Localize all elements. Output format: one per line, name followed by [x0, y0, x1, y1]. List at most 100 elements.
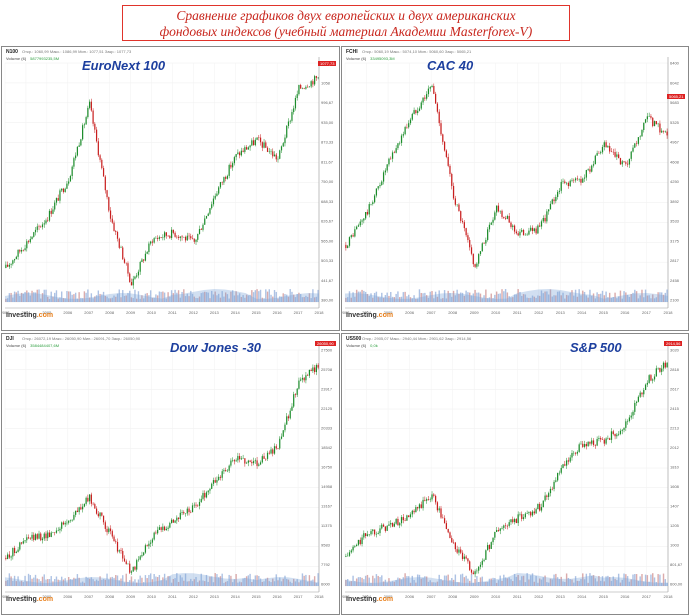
y-tick-label: 1058 — [321, 80, 331, 85]
volume-bar — [388, 578, 390, 586]
volume-bar — [167, 576, 169, 586]
candle-body — [111, 218, 113, 223]
candle-body — [650, 116, 652, 118]
candle-body — [565, 460, 568, 466]
volume-bar — [294, 581, 297, 586]
volume-bar — [402, 292, 405, 302]
volume-bar — [506, 292, 509, 302]
volume-bar — [57, 298, 59, 302]
x-tick-label: 2003 — [342, 310, 350, 315]
candle-body — [635, 143, 638, 144]
candle-body — [434, 495, 437, 503]
volume-bar — [118, 289, 120, 302]
volume-bar — [251, 582, 253, 586]
y-tick-label: 996,67 — [321, 100, 334, 105]
volume-bar — [24, 291, 26, 302]
candle-body — [123, 259, 126, 263]
volume-bar — [197, 582, 199, 586]
candle-body — [214, 195, 216, 199]
volume-bar — [125, 573, 127, 586]
candle-body — [443, 518, 446, 524]
y-tick-label: 380,00 — [321, 298, 334, 303]
volume-bar — [391, 296, 394, 302]
volume-bar — [41, 293, 44, 302]
volume-bar — [434, 291, 437, 302]
volume-bar — [286, 578, 288, 586]
volume-bar — [299, 294, 302, 302]
candle-body — [397, 143, 399, 149]
candle-body — [418, 504, 421, 509]
y-tick-label: 7792 — [321, 562, 331, 567]
y-tick-label: 1810 — [670, 465, 680, 470]
candle-body — [488, 224, 491, 230]
candle-body — [655, 368, 657, 377]
candle-body — [83, 124, 85, 126]
candle-body — [546, 211, 548, 222]
volume-bar — [217, 577, 220, 586]
candle-body — [87, 107, 89, 118]
volume-bar — [38, 289, 40, 302]
ohlc-readout: Откр.: 2905,07 Макс.: 2940,44 Мин.: 2901… — [362, 336, 472, 341]
candle-body — [555, 196, 557, 202]
candle-body — [607, 146, 609, 148]
y-tick-label: 626,67 — [321, 219, 334, 224]
candle-body — [143, 259, 145, 261]
volume-bar — [644, 574, 647, 586]
candle-body — [29, 239, 31, 243]
candle-body — [666, 131, 668, 136]
volume-bar — [265, 578, 267, 586]
candle-body — [485, 239, 487, 244]
volume-bar — [544, 291, 546, 302]
candle-body — [136, 560, 138, 570]
volume-bar — [254, 575, 257, 586]
x-tick-label: 2012 — [534, 594, 544, 599]
candle-body — [573, 179, 575, 181]
volume-bar — [644, 289, 647, 302]
volume-bar — [165, 580, 168, 586]
candle-body — [120, 550, 122, 551]
candle-body — [280, 146, 283, 151]
volume-bar — [109, 577, 112, 586]
volume-bar — [370, 582, 372, 586]
volume-bar — [155, 576, 157, 586]
volume-bar — [259, 578, 262, 586]
volume-bar — [515, 294, 518, 302]
volume-bar — [115, 575, 117, 586]
volume-bar — [291, 582, 293, 586]
volume-bar — [162, 291, 164, 302]
volume-bar — [273, 581, 276, 586]
candle-body — [10, 556, 12, 558]
volume-bar — [303, 575, 305, 586]
candle-body — [200, 229, 202, 230]
volume-bar — [616, 580, 618, 586]
candle-body — [232, 163, 234, 168]
volume-bar — [404, 573, 406, 586]
candle-body — [148, 243, 150, 252]
candle-body — [71, 519, 73, 521]
volume-bar — [282, 293, 284, 302]
volume-bar — [308, 293, 311, 302]
volume-bar — [384, 295, 387, 302]
candle-body — [530, 512, 532, 516]
candle-body — [150, 241, 152, 244]
candle-body — [540, 507, 543, 511]
candle-body — [522, 230, 525, 235]
volume-bar — [153, 573, 155, 586]
volume-bar — [296, 579, 298, 586]
candle-body — [646, 382, 648, 385]
candle-body — [266, 452, 269, 459]
candle-body — [268, 151, 270, 153]
candle-body — [22, 249, 24, 251]
volume-bar — [144, 575, 147, 586]
candle-body — [456, 204, 458, 206]
candle-body — [442, 517, 444, 519]
candle-body — [434, 93, 437, 104]
candle-body — [598, 153, 600, 154]
y-tick-label: 3892 — [670, 199, 680, 204]
volume-bar — [661, 582, 663, 586]
volume-bar — [88, 297, 91, 302]
candle-body — [614, 434, 616, 437]
title-line-1: Сравнение графиков двух европейских и дв… — [176, 8, 516, 23]
candle-body — [52, 209, 54, 214]
y-tick-label: 935,00 — [321, 120, 334, 125]
